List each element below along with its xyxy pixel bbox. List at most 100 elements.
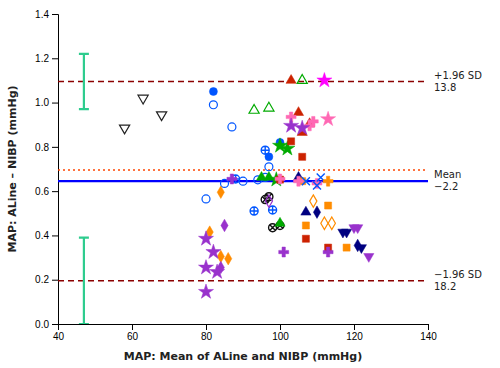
x-axis-tick-label: 60	[127, 331, 139, 342]
point	[250, 207, 258, 215]
y-axis-tick-mark	[52, 103, 58, 104]
point	[286, 75, 296, 84]
point	[265, 195, 272, 207]
point	[249, 104, 259, 113]
point	[323, 247, 333, 257]
x-axis-tick-label: 40	[53, 331, 65, 342]
point	[275, 174, 285, 184]
reference-line	[58, 169, 428, 171]
x-axis-tick-mark	[354, 324, 355, 330]
y-axis-tick-mark	[52, 14, 58, 15]
annotation-line: −2.2	[434, 181, 458, 192]
x-axis-tick-mark	[280, 324, 281, 330]
reference-line	[58, 180, 428, 182]
point	[221, 219, 228, 231]
point	[227, 174, 237, 184]
y-axis-tick-label: 1.0	[35, 97, 49, 108]
point	[198, 284, 213, 298]
x-axis-tick: 140	[420, 324, 437, 342]
plot: 40 60 80 100 120 140 0.0 0.2 0.4 0.6 0.8 1.0 1.2 1.4 M…	[6, 9, 482, 363]
x-axis-tick: 40	[53, 324, 65, 342]
point	[269, 206, 277, 214]
x-axis-tick-label: 120	[346, 331, 363, 342]
y-axis-tick-label: 0.6	[35, 186, 49, 197]
x-axis-tick-mark	[206, 324, 207, 330]
y-axis-tick-label: 0.4	[35, 230, 49, 241]
annotation-line: 13.8	[434, 82, 456, 93]
y-axis-domain	[52, 15, 59, 325]
x-axis-title: MAP: Mean of ALine and NIBP (mmHg)	[124, 350, 362, 363]
reference-line	[58, 81, 428, 83]
point	[317, 73, 332, 87]
annotation: Mean−2.2	[434, 169, 461, 192]
point	[202, 195, 210, 203]
y-axis-tick-label: 0.0	[35, 319, 49, 330]
point	[209, 101, 217, 109]
x-axis: 40 60 80 100 120 140	[53, 324, 437, 342]
x-axis-tick-mark	[132, 324, 133, 330]
x-axis-tick-mark	[428, 324, 429, 330]
y-axis-tick-mark	[52, 191, 58, 192]
y-axis-tick: 0.8	[35, 142, 58, 153]
point	[210, 264, 225, 278]
x-axis-tick-label: 80	[201, 331, 213, 342]
annotation: −1.96 SD18.2	[434, 269, 482, 292]
point	[302, 235, 309, 242]
point	[328, 217, 335, 229]
y-axis-tick: 1.2	[35, 53, 58, 64]
y-axis-tick-label: 1.4	[35, 9, 49, 20]
x-axis-tick-label: 100	[272, 331, 289, 342]
point	[321, 217, 328, 229]
annotation-line: Mean	[434, 169, 461, 180]
point	[313, 182, 321, 190]
x-axis-tick: 120	[346, 324, 363, 342]
point	[343, 244, 350, 251]
y-axis: 0.0 0.2 0.4 0.6 0.8 1.0 1.2 1.4	[35, 9, 58, 330]
point	[225, 252, 232, 264]
x-axis-tick: 80	[201, 324, 213, 342]
point	[293, 107, 303, 116]
point	[321, 111, 336, 125]
point	[308, 116, 318, 126]
point	[325, 202, 332, 209]
point	[209, 88, 217, 96]
y-axis-tick-mark	[52, 324, 58, 325]
marks	[58, 54, 428, 324]
point	[313, 206, 320, 218]
y-axis-tick: 1.4	[35, 9, 58, 20]
y-axis-tick: 0.0	[35, 319, 58, 330]
point	[297, 75, 307, 84]
x-axis-tick: 60	[127, 324, 139, 342]
y-axis-tick: 0.6	[35, 186, 58, 197]
x-axis-tick: 100	[272, 324, 289, 342]
y-axis-tick-label: 0.2	[35, 274, 49, 285]
chart: 40 60 80 100 120 140 0.0 0.2 0.4 0.6 0.8 1.0 1.2 1.4 M…	[0, 0, 500, 368]
y-axis-tick-mark	[52, 147, 58, 148]
error-bar	[79, 238, 89, 324]
point	[342, 229, 352, 238]
y-axis-tick-label: 0.8	[35, 142, 49, 153]
annotation-line: −1.96 SD	[434, 269, 482, 280]
point	[299, 153, 306, 160]
point	[310, 195, 317, 207]
point	[301, 206, 311, 215]
point	[353, 225, 363, 234]
point	[302, 177, 310, 185]
error-bar	[79, 54, 89, 109]
reference-line	[58, 280, 428, 282]
point	[264, 102, 274, 111]
point	[198, 231, 213, 245]
point	[138, 95, 148, 104]
x-axis-domain	[59, 325, 429, 331]
point	[354, 239, 361, 251]
y-axis-tick-label: 1.2	[35, 53, 49, 64]
point	[284, 118, 299, 132]
point	[295, 120, 310, 134]
point	[323, 176, 333, 186]
y-axis-tick: 1.0	[35, 97, 58, 108]
y-axis-tick-mark	[52, 280, 58, 281]
point	[228, 123, 236, 131]
point	[265, 163, 273, 171]
point	[206, 244, 221, 258]
annotation: +1.96 SD13.8	[434, 70, 482, 93]
